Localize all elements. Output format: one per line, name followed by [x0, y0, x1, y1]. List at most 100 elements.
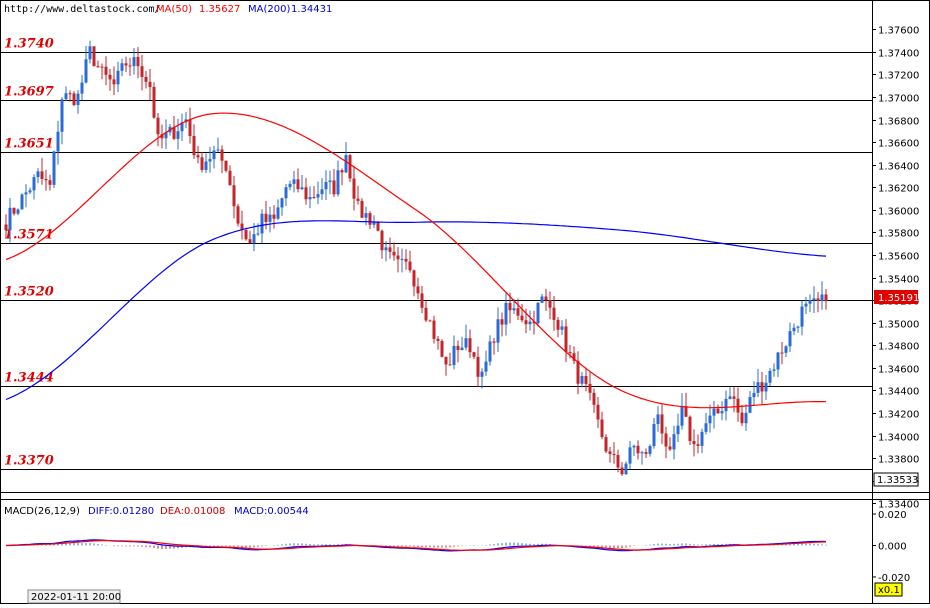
macd-dea-line	[6, 540, 827, 551]
candle-body	[584, 375, 588, 384]
candle-body	[404, 258, 408, 262]
candle-body	[84, 59, 88, 83]
candle-body	[540, 296, 544, 303]
candle-body	[304, 187, 308, 200]
candle-body	[740, 412, 744, 424]
candle-body	[176, 131, 180, 139]
candle-body	[92, 46, 96, 67]
candle-body	[4, 224, 8, 231]
candle-body	[544, 296, 548, 301]
candle-body	[764, 382, 768, 392]
candle-body	[372, 221, 376, 225]
candle-body	[676, 425, 680, 435]
candle-body	[384, 247, 388, 251]
candle-body	[64, 93, 68, 100]
candle-body	[608, 451, 612, 455]
candle-body	[408, 261, 412, 271]
ma50-label: MA(50)	[156, 4, 192, 15]
level-label-1: 1.3697	[4, 85, 54, 100]
price-tick-label: 1.34600	[878, 365, 919, 376]
candle-body	[268, 214, 272, 222]
candle-body	[596, 404, 600, 420]
candle-body	[696, 444, 700, 446]
candle-body	[512, 308, 516, 311]
candle-body	[320, 189, 324, 195]
candle-body	[60, 99, 64, 132]
candle-body	[24, 192, 28, 195]
candle-body	[192, 136, 196, 156]
price-tick-label: 1.34800	[878, 342, 919, 353]
candle-body	[416, 286, 420, 294]
candle-body	[816, 298, 820, 302]
candle-body	[364, 213, 368, 218]
price-tick-label: 1.36800	[878, 117, 919, 128]
candle-body	[224, 160, 228, 171]
candle-body	[616, 455, 620, 468]
candle-body	[456, 345, 460, 351]
candle-body	[808, 300, 812, 304]
candle-body	[660, 414, 664, 434]
candle-body	[96, 66, 100, 68]
candle-body	[748, 397, 752, 413]
candle-body	[108, 74, 112, 80]
candle-body	[728, 396, 732, 399]
candle-body	[732, 396, 736, 399]
level-label-2: 1.3651	[4, 137, 54, 152]
candle-body	[72, 93, 76, 106]
zoom-tag[interactable]: x0.1	[878, 585, 900, 596]
candle-body	[800, 306, 804, 327]
candle-body	[212, 150, 216, 160]
candle-body	[420, 293, 424, 308]
candle-body	[716, 408, 720, 414]
level-label-6: 1.3370	[4, 454, 54, 469]
candle-body	[656, 414, 660, 424]
candle-body	[368, 213, 372, 225]
source-url: http://www.deltastock.com/	[4, 4, 161, 15]
candle-body	[120, 63, 124, 71]
candle-body	[236, 206, 240, 224]
level-label-5: 1.3444	[4, 371, 54, 386]
candle-body	[292, 179, 296, 184]
candle-body	[556, 319, 560, 330]
candle-body	[444, 356, 448, 365]
candle-body	[604, 437, 608, 452]
candle-body	[280, 198, 284, 208]
macd-axis: 0.020 0.000 -0.020	[872, 510, 910, 584]
candle-body	[196, 155, 200, 158]
candle-body	[752, 392, 756, 398]
candle-body	[396, 255, 400, 260]
candle-body	[588, 383, 592, 393]
crosshair-price-tag-bg	[873, 472, 919, 487]
candle-body	[352, 178, 356, 199]
candle-body	[820, 294, 824, 302]
ma200-label: MA(200)	[248, 4, 290, 15]
candle-body	[668, 446, 672, 450]
candle-body	[8, 207, 12, 231]
candle-body	[620, 467, 624, 475]
candle-body	[440, 340, 444, 357]
candle-body	[452, 345, 456, 366]
zoom-tag-bg[interactable]	[874, 582, 903, 597]
candle-body	[484, 361, 488, 372]
price-tick-label: 1.36400	[878, 162, 919, 173]
candle-body	[648, 446, 652, 454]
candle-body	[692, 440, 696, 445]
current-price-tag: 1.35191	[878, 293, 919, 304]
price-tick-label: 1.34400	[878, 387, 919, 398]
date-tag: 2022-01-11 20:00	[31, 592, 121, 603]
candle-body	[116, 70, 120, 85]
candle-body	[412, 270, 416, 287]
candle-body	[216, 149, 220, 151]
candle-body	[180, 122, 184, 132]
candle-body	[48, 180, 52, 185]
candle-body	[152, 87, 156, 118]
candle-body	[448, 364, 452, 366]
candle-body	[32, 177, 36, 191]
level-label-0: 1.3740	[4, 37, 54, 52]
candle-body	[672, 434, 676, 450]
candle-body	[100, 66, 104, 68]
candle-body	[652, 423, 656, 447]
candle-body	[288, 183, 292, 188]
candle-body	[360, 200, 364, 218]
macd-macd-label: MACD:0.00544	[234, 506, 309, 517]
